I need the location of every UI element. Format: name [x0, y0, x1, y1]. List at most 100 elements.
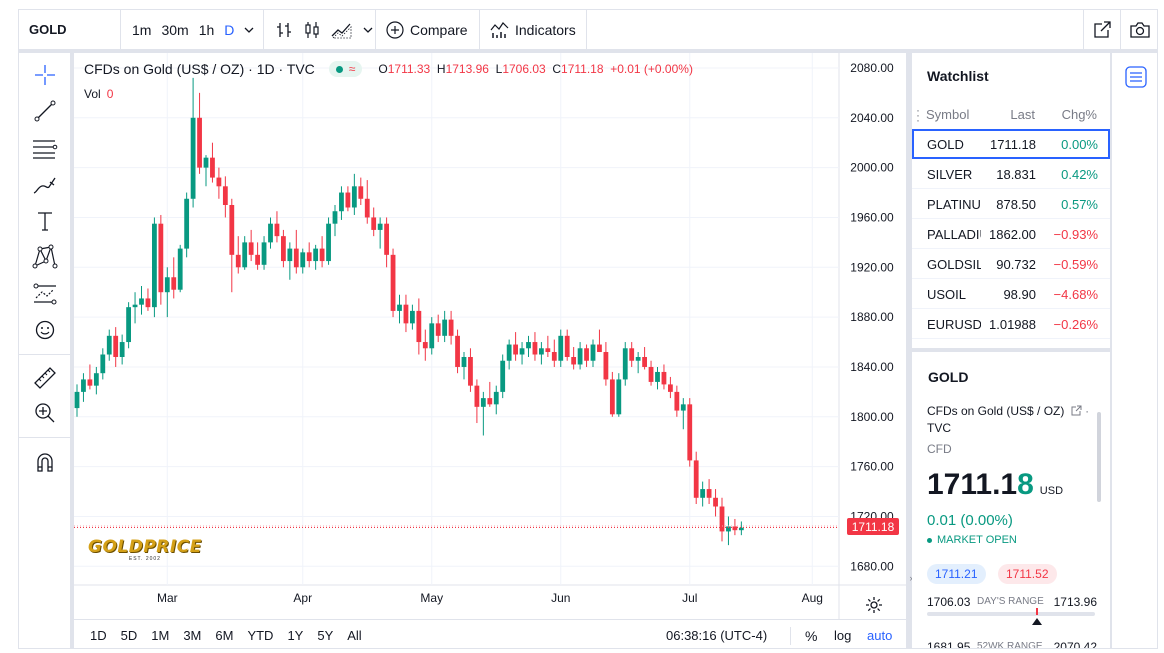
watchlist-row[interactable]: EURUSD 1.01988 −0.26%	[912, 309, 1110, 339]
watchlist-row[interactable]: SILVER 18.831 0.42%	[912, 159, 1110, 189]
interval-d-button[interactable]: D	[224, 21, 235, 38]
details-scrollbar[interactable]	[1097, 412, 1101, 502]
range-1m-button[interactable]: 1M	[151, 627, 170, 643]
area-chart-button[interactable]	[326, 10, 358, 49]
watchlist-title[interactable]: Watchlist	[927, 68, 989, 84]
drag-handle-icon[interactable]: · · ·	[916, 103, 920, 127]
col-symbol[interactable]: Symbol	[926, 107, 970, 122]
range-1y-button[interactable]: 1Y	[287, 627, 304, 643]
log-scale-toggle[interactable]: log	[834, 628, 852, 643]
candle-body	[732, 526, 738, 531]
interval-1h-button[interactable]: 1h	[198, 21, 215, 38]
price-tick-label: 1880.00	[850, 310, 894, 324]
watchlist-row[interactable]: GOLD 1711.18 0.00%	[912, 129, 1110, 159]
candle-body	[539, 348, 544, 355]
candle-body	[661, 371, 667, 385]
watchlist-row[interactable]: USOIL 98.90 −4.68%	[912, 279, 1110, 309]
ruler-icon	[34, 367, 56, 389]
row-last: 18.831	[996, 167, 1036, 182]
row-change: −0.93%	[1053, 227, 1098, 242]
wk-low: 1681.95	[927, 640, 971, 649]
chart-app: GOLD 1m 30m 1h D Compar	[18, 9, 1158, 649]
price-tick-label: 1960.00	[850, 210, 894, 224]
percent-scale-toggle[interactable]: %	[805, 627, 818, 644]
candle-body	[145, 298, 151, 308]
magnet-tool-button[interactable]	[29, 446, 61, 478]
time-axis[interactable]: Mar Apr May Jun Jul Aug	[157, 591, 823, 605]
price-tick-label: 1680.00	[850, 559, 894, 573]
candle-body	[532, 342, 538, 355]
open-new-window-button[interactable]	[1083, 10, 1121, 49]
compare-button[interactable]: Compare	[376, 10, 480, 49]
drawing-toolbar	[19, 53, 70, 648]
range-6m-button[interactable]: 6M	[215, 627, 234, 643]
watchlist-toggle-button[interactable]	[1122, 63, 1150, 91]
watchlist-row[interactable]: GOLDSILVER 90.732 −0.59%	[912, 249, 1110, 279]
external-link-icon[interactable]	[1071, 405, 1082, 416]
watchlist-header: · · · Symbol Last Chg%	[912, 103, 1110, 127]
price-chart[interactable]: 2080.00 2040.00 2000.00 1960.00 1920.00 1880.…	[74, 53, 906, 619]
range-5y-button[interactable]: 5Y	[317, 627, 334, 643]
range-all-button[interactable]: All	[347, 627, 362, 643]
candle-body	[139, 298, 144, 305]
details-symbol[interactable]: GOLD	[928, 369, 969, 385]
volume-legend: Vol 0	[84, 87, 113, 101]
bottom-divider	[790, 627, 791, 645]
candle-body	[551, 352, 557, 361]
text-tool-button[interactable]	[29, 205, 61, 237]
candle-body	[429, 323, 435, 349]
price-tick-label: 1840.00	[850, 360, 894, 374]
bars-icon	[277, 22, 291, 37]
screenshot-button[interactable]	[1121, 10, 1157, 49]
bars-button[interactable]	[270, 10, 298, 49]
range-3m-button[interactable]: 3M	[183, 627, 202, 643]
watchlist-row[interactable]: PALLADIUM 1862.00 −0.93%	[912, 219, 1110, 249]
indicators-icon	[490, 21, 509, 38]
emoji-tool-button[interactable]	[29, 314, 61, 346]
candle-body	[590, 344, 596, 361]
indicators-button[interactable]: Indicators	[480, 10, 587, 49]
prediction-tool-button[interactable]	[29, 278, 61, 310]
interval-dropdown-button[interactable]	[239, 10, 259, 49]
candle-body	[358, 186, 364, 199]
chart-pane[interactable]: 2080.00 2040.00 2000.00 1960.00 1920.00 1880.…	[74, 53, 906, 648]
symbol-search-button[interactable]: GOLD	[19, 10, 121, 49]
range-ytd-button[interactable]: YTD	[247, 627, 274, 643]
list-icon	[1125, 66, 1147, 88]
candle-body	[319, 248, 325, 262]
price-axis[interactable]: 2080.00 2040.00 2000.00 1960.00 1920.00 1880.…	[850, 61, 894, 573]
range-5d-button[interactable]: 5D	[120, 627, 138, 643]
brush-tool-button[interactable]	[29, 169, 61, 201]
details-description-text[interactable]: CFDs on Gold (US$ / OZ)	[927, 404, 1065, 418]
crosshair-tool-button[interactable]	[29, 59, 61, 91]
auto-scale-toggle[interactable]: auto	[867, 628, 893, 643]
interval-30m-button[interactable]: 30m	[161, 21, 189, 38]
clock-timezone[interactable]: 06:38:16 (UTC-4)	[666, 628, 768, 643]
ruler-tool-button[interactable]	[29, 362, 61, 394]
candles-button[interactable]	[298, 10, 326, 49]
chart-settings-button[interactable]	[865, 596, 883, 617]
volume-label[interactable]: Vol	[84, 87, 101, 101]
day-range-bar	[927, 608, 1095, 625]
chart-type-dropdown-button[interactable]	[358, 10, 378, 49]
candle-body	[455, 335, 460, 367]
low-value: 1706.03	[502, 62, 546, 76]
interval-1m-button[interactable]: 1m	[132, 21, 152, 38]
pattern-tool-button[interactable]	[29, 241, 61, 273]
market-open-dot	[335, 65, 343, 73]
goldprice-logo[interactable]: GOLDPRICE EST. 2002	[88, 537, 202, 562]
legend-title[interactable]: CFDs on Gold (US$ / OZ) · 1D · TVC	[84, 61, 315, 77]
watchlist-row[interactable]: PLATINUM 878.50 0.57%	[912, 189, 1110, 219]
col-last[interactable]: Last	[1010, 107, 1035, 122]
col-chg[interactable]: Chg%	[1061, 107, 1097, 122]
range-1d-button[interactable]: 1D	[90, 627, 107, 643]
candle-body	[513, 344, 518, 355]
zoom-in-tool-button[interactable]	[29, 397, 61, 429]
candle-body	[693, 460, 699, 498]
candle-body	[74, 391, 80, 409]
fib-tool-button[interactable]	[29, 132, 61, 164]
row-last: 1.01988	[989, 317, 1036, 332]
trend-line-tool-button[interactable]	[29, 95, 61, 127]
collapse-panel-handle[interactable]: ›	[907, 565, 915, 591]
market-status-badge[interactable]: ≈	[328, 61, 363, 77]
